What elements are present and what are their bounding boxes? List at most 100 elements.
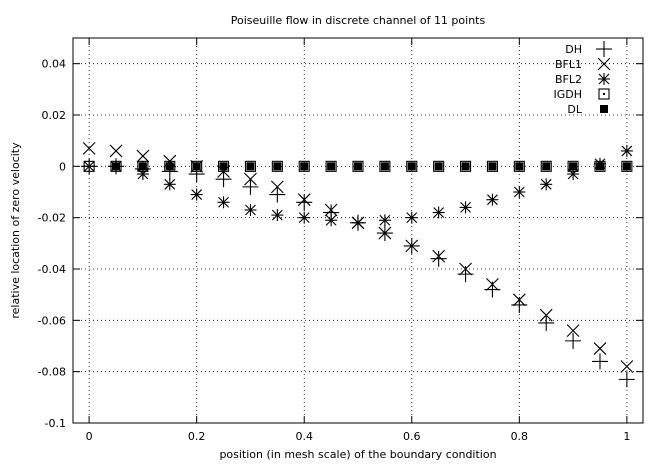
series-dl — [112, 162, 631, 171]
y-tick-label: 0 — [59, 160, 66, 173]
legend-marker — [596, 41, 612, 57]
data-point — [486, 278, 499, 291]
data-point — [622, 162, 631, 171]
data-point — [540, 178, 553, 191]
data-point — [512, 293, 526, 307]
data-point — [352, 216, 364, 229]
data-point — [542, 162, 551, 171]
data-point — [593, 342, 607, 355]
data-point — [354, 162, 362, 171]
data-point — [595, 162, 604, 171]
data-point — [83, 160, 95, 172]
plot-frame — [72, 37, 644, 424]
data-point — [327, 162, 336, 171]
legend-label: DH — [565, 43, 582, 56]
marks-layer — [81, 141, 635, 388]
data-point — [215, 171, 232, 188]
y-tick-label: -0.06 — [38, 314, 66, 327]
data-point — [325, 214, 338, 227]
chart-title: Poiseuille flow in discrete channel of 1… — [231, 14, 486, 27]
data-point — [459, 201, 472, 214]
legend-label: BFL1 — [555, 58, 582, 71]
data-point — [486, 193, 499, 206]
x-tick-label: 1 — [623, 430, 630, 443]
data-point — [432, 206, 445, 219]
data-point — [138, 162, 147, 171]
data-point — [620, 144, 633, 157]
legend-marker — [600, 105, 608, 113]
data-point — [192, 162, 201, 171]
data-point — [565, 332, 582, 349]
data-point — [434, 162, 443, 171]
data-point — [461, 162, 470, 171]
data-point — [217, 196, 230, 209]
data-point — [296, 194, 313, 211]
data-point — [405, 211, 418, 224]
x-tick-label: 0.4 — [295, 430, 313, 443]
y-tick-label: -0.08 — [38, 366, 66, 379]
data-point — [246, 162, 255, 171]
data-point — [270, 180, 284, 194]
data-point — [297, 193, 311, 207]
data-point — [459, 262, 472, 276]
data-point — [569, 162, 578, 171]
data-point — [566, 324, 580, 337]
data-point — [488, 162, 497, 171]
x-tick-label: 0 — [86, 430, 93, 443]
data-point — [405, 239, 419, 253]
data-point — [190, 188, 203, 201]
data-point — [407, 162, 416, 171]
data-point — [165, 162, 174, 171]
y-tick-label: -0.04 — [38, 263, 66, 276]
data-point — [273, 162, 282, 171]
legend: DH BFL1 BFL2 IGDH DL — [553, 41, 612, 116]
data-point — [513, 186, 526, 198]
data-point — [538, 314, 555, 331]
data-point — [109, 144, 123, 158]
data-point — [300, 162, 309, 171]
legend-label: BFL2 — [555, 73, 582, 86]
legend-label: IGDH — [553, 88, 582, 101]
y-tick-label: 0.04 — [42, 58, 67, 71]
y-tick-label: 0.02 — [42, 109, 67, 122]
legend-marker — [598, 73, 610, 85]
series-bfl2 — [83, 144, 633, 229]
legend-marker — [598, 88, 610, 100]
data-point — [378, 226, 392, 240]
x-tick-label: 0.8 — [511, 430, 529, 443]
data-point — [539, 308, 553, 322]
tick-layer: 0 0.2 0.4 0.6 0.8 1 -0.1 -0.08 -0.06 -0.04 -0.02 0 0… — [38, 38, 643, 443]
data-point — [324, 203, 338, 217]
data-point — [82, 141, 96, 155]
data-point — [271, 209, 284, 222]
x-tick-label: 0.2 — [188, 430, 206, 443]
x-axis-label: position (in mesh scale) of the boundary… — [219, 448, 496, 461]
data-point — [269, 186, 286, 203]
data-point — [163, 178, 176, 191]
data-point — [378, 214, 391, 227]
data-point — [430, 250, 447, 267]
series-bfl1 — [82, 141, 634, 373]
data-point — [112, 162, 121, 171]
y-tick-label: -0.02 — [38, 212, 66, 225]
data-point — [591, 353, 608, 370]
data-point — [136, 149, 150, 163]
data-point — [136, 168, 149, 181]
data-point — [432, 249, 446, 263]
data-point — [515, 162, 524, 171]
data-point — [242, 178, 259, 195]
data-point — [298, 211, 311, 224]
data-point — [244, 172, 257, 186]
data-point — [244, 203, 257, 216]
legend-label: DL — [567, 103, 582, 116]
data-point — [618, 371, 635, 388]
data-point — [620, 360, 634, 373]
y-axis-label: relative location of zero velocity — [9, 142, 22, 319]
series-dh — [81, 158, 635, 388]
data-point — [380, 162, 389, 171]
x-tick-label: 0.6 — [403, 430, 421, 443]
y-tick-label: -0.1 — [45, 417, 66, 430]
data-point — [219, 162, 228, 171]
